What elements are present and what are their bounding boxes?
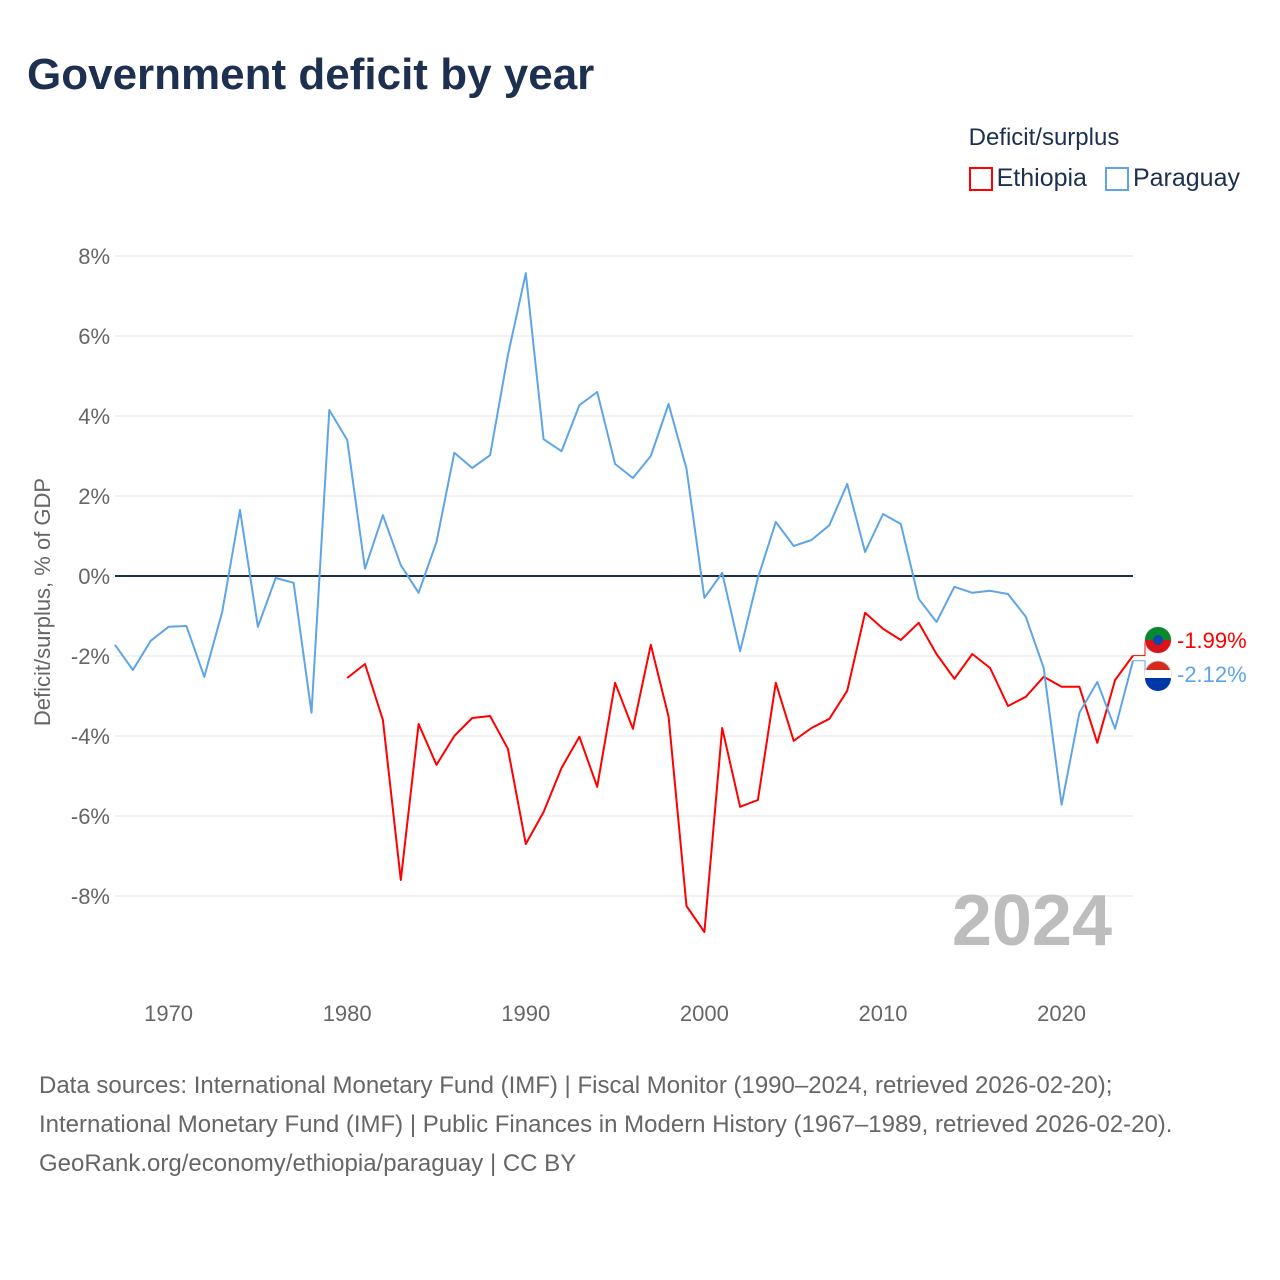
x-tick-label: 1990 bbox=[501, 1001, 550, 1026]
series-line-paraguay bbox=[114, 272, 1134, 806]
y-tick-label: 4% bbox=[78, 404, 110, 429]
legend-title: Deficit/surplus bbox=[968, 124, 1120, 151]
y-axis-label: Deficit/surplus, % of GDP bbox=[30, 478, 55, 726]
y-tick-label: -2% bbox=[71, 644, 110, 669]
x-tick-label: 1970 bbox=[144, 1001, 193, 1026]
legend-label-paraguay: Paraguay bbox=[1132, 164, 1240, 192]
y-tick-label: 6% bbox=[78, 324, 110, 349]
legend-label-ethiopia: Ethiopia bbox=[996, 164, 1087, 192]
series-line-ethiopia bbox=[346, 611, 1134, 933]
y-tick-label: -8% bbox=[71, 884, 110, 909]
y-tick-label: 8% bbox=[78, 244, 110, 269]
end-value-label-ethiopia: -1.99% bbox=[1177, 628, 1247, 653]
year-watermark: 2024 bbox=[952, 881, 1112, 961]
y-tick-label: -6% bbox=[71, 804, 110, 829]
legend-swatch-paraguay bbox=[1104, 166, 1129, 191]
chart-plot: 8% 6% 4% 2% 0% -2% -4% -6% -8% 1970 1980 1990 2000 20… bbox=[30, 244, 1247, 1026]
y-tick-label: -4% bbox=[71, 724, 110, 749]
end-label-connector bbox=[1133, 660, 1146, 674]
flag-stripe bbox=[1145, 627, 1171, 640]
footer: Data sources: International Monetary Fun… bbox=[39, 1066, 1239, 1183]
data-sources: Data sources: International Monetary Fun… bbox=[39, 1072, 1173, 1138]
legend-swatch-ethiopia bbox=[968, 166, 993, 191]
credit-link[interactable]: GeoRank.org/economy/ethiopia/paraguay | … bbox=[39, 1150, 577, 1177]
end-label-connector bbox=[1133, 640, 1146, 657]
x-tick-label: 1980 bbox=[323, 1001, 372, 1026]
x-tick-label: 2020 bbox=[1037, 1001, 1086, 1026]
flag-emblem bbox=[1153, 635, 1163, 645]
flag-stripe bbox=[1145, 640, 1171, 653]
legend-item-paraguay[interactable]: Paraguay bbox=[1104, 164, 1240, 193]
legend-item-ethiopia[interactable]: Ethiopia bbox=[968, 164, 1087, 193]
end-value-label-paraguay: -2.12% bbox=[1177, 662, 1247, 687]
y-tick-label: 2% bbox=[78, 484, 110, 509]
y-tick-label: 0% bbox=[78, 564, 110, 589]
x-tick-label: 2010 bbox=[858, 1001, 907, 1026]
x-tick-label: 2000 bbox=[680, 1001, 729, 1026]
flag-stripe bbox=[1145, 670, 1171, 678]
chart-title: Government deficit by year bbox=[27, 50, 595, 99]
legend: Deficit/surplus Ethiopia Paraguay bbox=[968, 124, 1240, 193]
flag-stripe bbox=[1145, 678, 1171, 691]
